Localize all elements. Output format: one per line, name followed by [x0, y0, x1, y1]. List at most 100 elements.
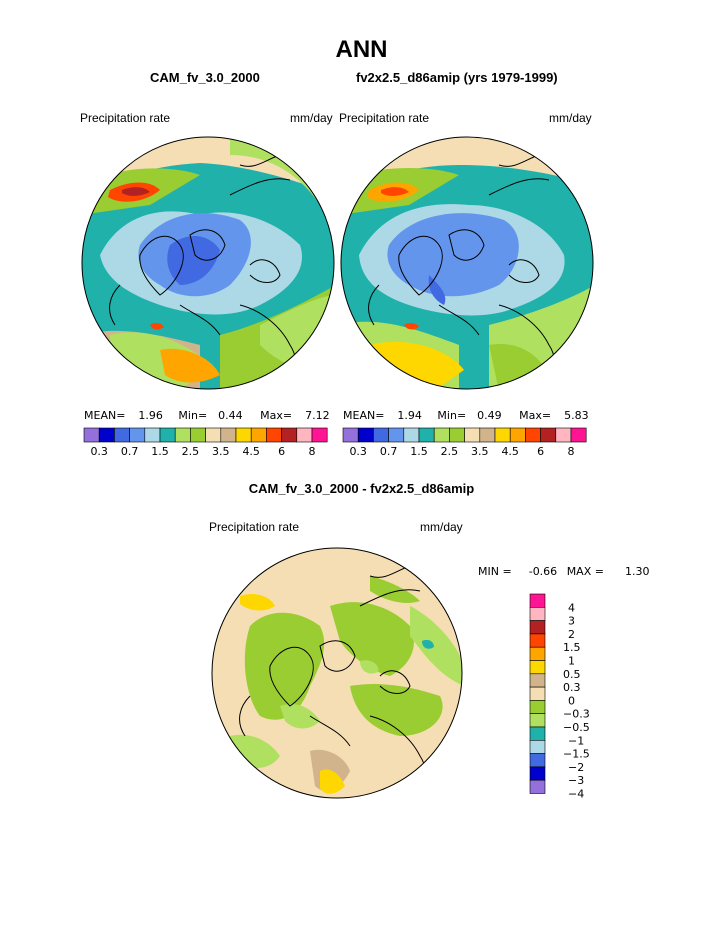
colorbar-diff-swatch [529, 726, 546, 741]
min-value-left: 0.44 [218, 409, 243, 422]
colorbar-left-swatch [281, 427, 298, 443]
colorbar-left-tick-label: 6 [278, 445, 285, 458]
max-label-right: Max= [519, 409, 552, 422]
diff-field-label: Precipitation rate [209, 520, 300, 534]
colorbar-diff-swatch [529, 686, 546, 701]
units-label-right: mm/day [549, 111, 592, 125]
colorbar-right-swatch [357, 427, 374, 443]
colorbar-diff-tick-label: −1.5 [563, 748, 590, 761]
colorbar-diff-tick-label: 0.5 [563, 668, 581, 681]
colorbar-right-tick-label: 1.5 [410, 445, 428, 458]
colorbar-left-swatch [296, 427, 313, 443]
colorbar-diff-tick-label: −0.3 [563, 708, 590, 721]
colorbar-left-swatch [114, 427, 130, 443]
colorbar-diff-tick-label: 2 [568, 628, 575, 641]
colorbar-diff-tick-label: 1 [568, 655, 575, 668]
colorbar-right-swatch [540, 427, 557, 443]
colorbar-diff-swatch [529, 593, 546, 608]
colorbar-left-tick-label: 2.5 [182, 445, 200, 458]
colorbar-left-swatch [83, 427, 100, 443]
colorbar-right-tick-label: 2.5 [441, 445, 459, 458]
diff-min-label: MIN = [478, 565, 512, 578]
field-label-left: Precipitation rate [80, 111, 171, 125]
colorbar-right-swatch [388, 427, 405, 443]
polar-map-left [81, 136, 335, 390]
colorbar-diff-tick-label: −4 [568, 788, 584, 801]
colorbar-right-swatch [555, 427, 572, 443]
colorbar-right-swatch [509, 427, 526, 443]
colorbar-right-swatch [403, 427, 420, 443]
colorbar-left-tick-label: 4.5 [242, 445, 260, 458]
stats-left: MEAN= 1.96 Min= 0.44 Max= 7.12 [84, 409, 330, 422]
colorbar-diff-swatch [529, 633, 546, 648]
mean-value-right: 1.94 [397, 409, 422, 422]
diff-max-value: 1.30 [624, 565, 650, 578]
colorbar-right-swatch [342, 427, 359, 443]
colorbar-diff-swatch [529, 673, 546, 688]
colorbar-right-swatch [570, 427, 587, 443]
colorbar-diff-swatch [529, 753, 546, 768]
colorbar-diff-swatch [529, 646, 546, 661]
colorbar-diff-tick-label: −3 [568, 774, 584, 787]
colorbar-left-swatch [220, 427, 237, 443]
min-label-left: Min= [178, 409, 208, 422]
case-title-right: fv2x2.5_d86amip (yrs 1979-1999) [356, 70, 558, 85]
colorbar-diff-swatch [529, 740, 546, 754]
colorbar-diff-swatch [529, 713, 546, 728]
colorbar-left: 0.3 0.7 1.5 2.5 3.5 4.5 6 8 [83, 427, 328, 458]
case-title-left: CAM_fv_3.0_2000 [150, 70, 260, 85]
colorbar-right-swatch [373, 427, 389, 443]
colorbar-left-swatch [174, 427, 191, 443]
mean-label-left: MEAN= [84, 409, 126, 422]
units-label-left: mm/day [290, 111, 333, 125]
mean-value-left: 1.96 [138, 409, 163, 422]
colorbar-diff-swatch [529, 660, 546, 675]
diff-stats: MIN = -0.66 MAX = 1.30 [478, 565, 649, 578]
colorbar-right-tick-label: 0.7 [380, 445, 398, 458]
colorbar-left-tick-label: 0.7 [121, 445, 139, 458]
max-value-right: 5.83 [564, 409, 589, 422]
colorbar-left-swatch [250, 427, 267, 443]
colorbar-diff-swatch [529, 607, 546, 621]
colorbar-right-swatch [525, 427, 541, 443]
colorbar-left-swatch [235, 427, 252, 443]
min-value-right: 0.49 [477, 409, 502, 422]
colorbar-diff-swatch [529, 700, 546, 715]
max-label-left: Max= [260, 409, 293, 422]
min-label-right: Min= [437, 409, 467, 422]
colorbar-right: 0.3 0.7 1.5 2.5 3.5 4.5 6 8 [342, 427, 587, 458]
colorbar-diff-swatch [529, 620, 546, 635]
max-value-left: 7.12 [305, 409, 330, 422]
colorbar-right-swatch [433, 427, 450, 443]
colorbar-left-tick-label: 3.5 [212, 445, 230, 458]
field-label-right: Precipitation rate [339, 111, 430, 125]
colorbar-diff-tick-label: 3 [568, 615, 575, 628]
colorbar-diff-tick-label: −0.5 [563, 721, 590, 734]
colorbar-diff-tick-label: 0.3 [563, 681, 581, 694]
colorbar-right-swatch [418, 427, 435, 443]
colorbar-diff-tick-label: 4 [568, 601, 575, 614]
colorbar-right-swatch [464, 427, 481, 443]
colorbar-left-swatch [190, 427, 206, 443]
polar-map-diff [211, 547, 463, 799]
mean-label-right: MEAN= [343, 409, 385, 422]
colorbar-right-tick-label: 8 [568, 445, 575, 458]
colorbar-diff-tick-label: −1 [568, 734, 584, 747]
colorbar-diff-tick-label: 1.5 [563, 641, 581, 654]
colorbar-left-swatch [266, 427, 282, 443]
colorbar-diff-tick-label: −2 [568, 761, 584, 774]
colorbar-left-swatch [98, 427, 115, 443]
colorbar-right-swatch [479, 427, 496, 443]
diff-title: CAM_fv_3.0_2000 - fv2x2.5_d86amip [248, 481, 475, 496]
colorbar-diff-swatch [529, 779, 546, 794]
colorbar-right-swatch [494, 427, 511, 443]
colorbar-left-swatch [159, 427, 176, 443]
colorbar-left-tick-label: 0.3 [90, 445, 108, 458]
figure-title: ANN [335, 36, 388, 63]
colorbar-left-swatch [311, 427, 328, 443]
diff-min-value: -0.66 [528, 565, 558, 578]
polar-map-right [340, 136, 594, 390]
colorbar-left-swatch [205, 427, 222, 443]
colorbar-right-tick-label: 4.5 [501, 445, 519, 458]
